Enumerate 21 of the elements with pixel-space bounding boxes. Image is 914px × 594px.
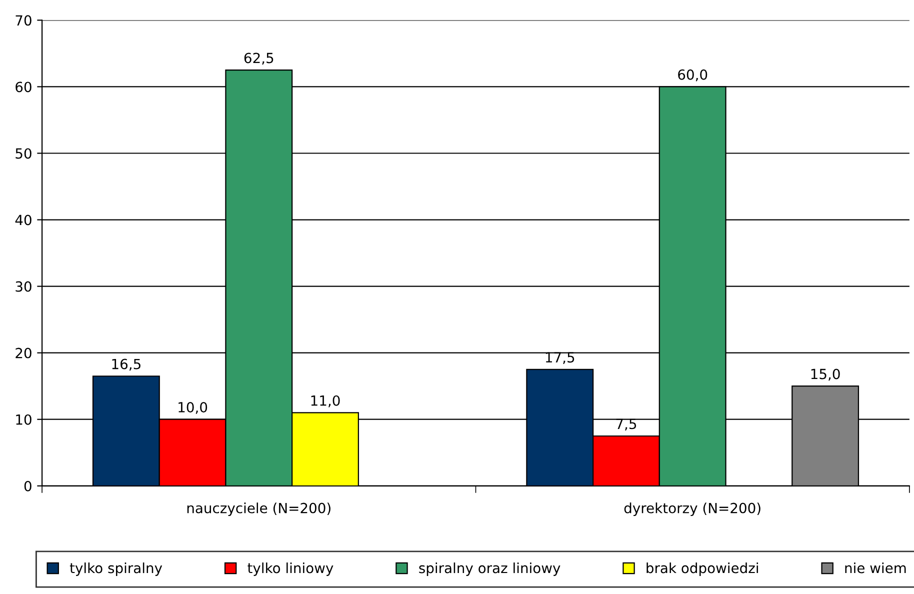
data-label: 11,0 <box>311 395 340 408</box>
data-label: 15,0 <box>811 368 840 381</box>
data-label: 60,0 <box>678 69 708 82</box>
data-label: 10,0 <box>178 402 208 414</box>
y-tick-label: 30 <box>16 281 32 292</box>
y-tick-label: 40 <box>15 214 32 226</box>
y-tick-label: 50 <box>16 148 32 159</box>
y-tick-label: 70 <box>16 15 32 26</box>
y-tick-label: 10 <box>16 414 32 425</box>
legend-label: tylko liniowy <box>248 562 334 576</box>
legend-label: brak odpowiedzi <box>646 562 758 576</box>
y-tick-label: 20 <box>16 348 32 358</box>
legend-label: tylko spiralny <box>70 562 162 576</box>
data-label: 16,5 <box>112 358 140 371</box>
legend-label: nie wiem <box>845 562 906 574</box>
x-tick-label: nauczyciele (N=200) <box>187 502 330 516</box>
y-tick-label: 60 <box>16 82 32 92</box>
data-label: 62,5 <box>244 52 274 65</box>
y-tick-label: 0 <box>24 480 32 492</box>
legend-label: spiralny oraz liniowy <box>419 562 560 576</box>
x-tick-label: dyrektorzy (N=200) <box>624 502 760 516</box>
